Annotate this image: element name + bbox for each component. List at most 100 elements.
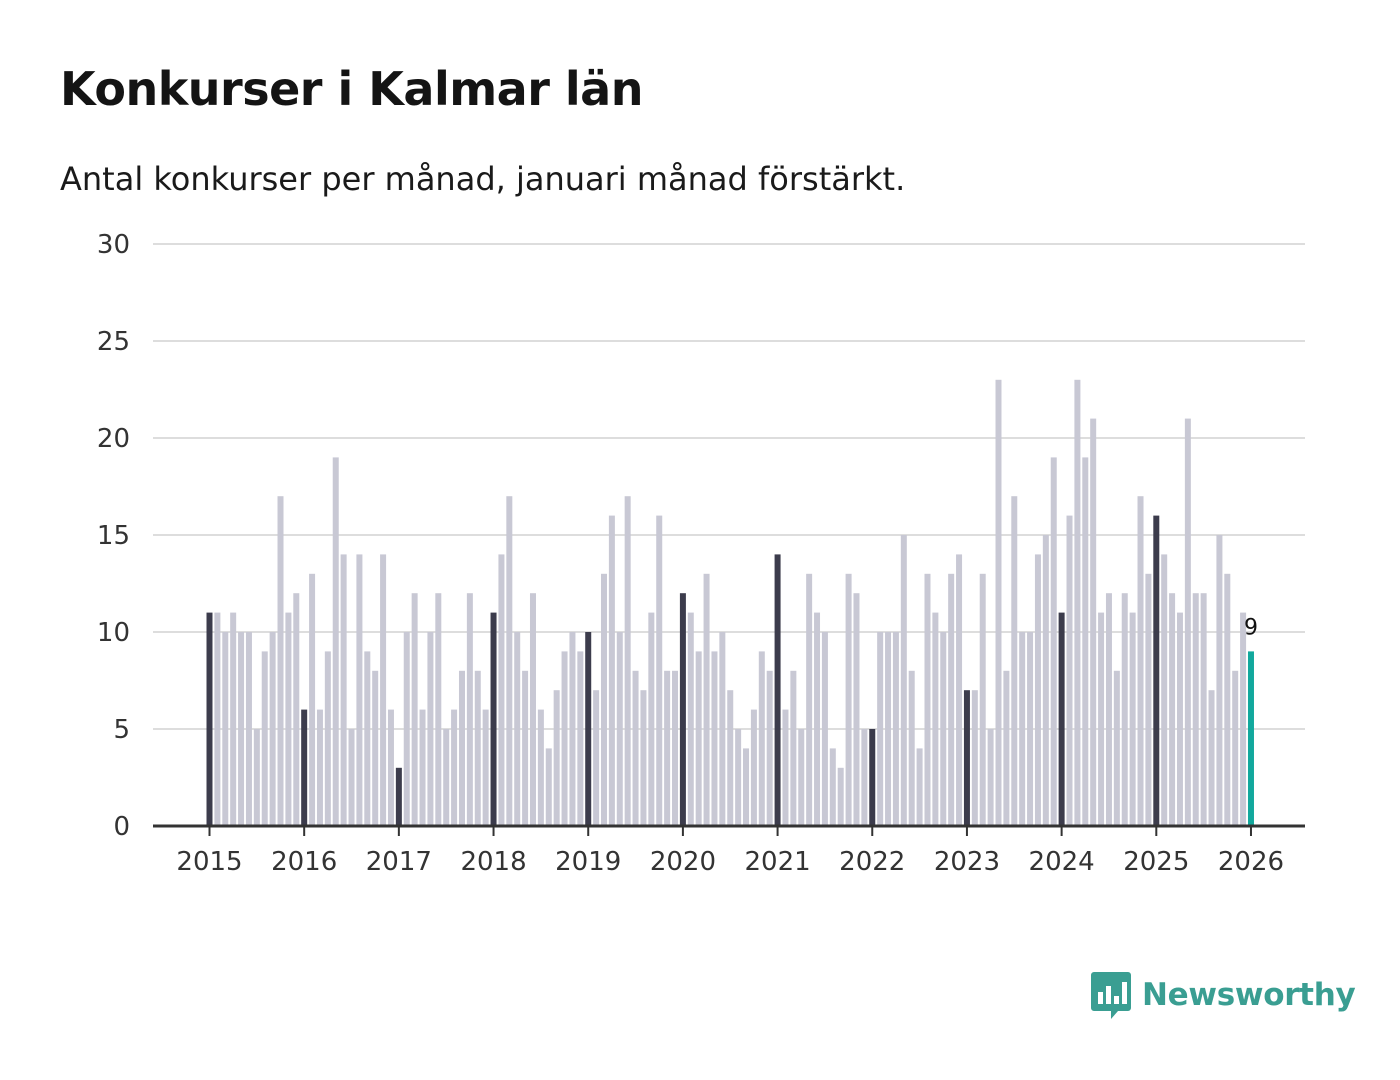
bar	[253, 729, 260, 826]
bar	[648, 612, 655, 826]
newsworthy-logo-icon	[1091, 972, 1131, 1019]
bar	[1082, 457, 1089, 826]
bar	[837, 767, 844, 826]
bar	[821, 632, 828, 826]
newsworthy-logo[interactable]: Newsworthy	[1090, 970, 1356, 1020]
bar	[640, 690, 647, 826]
bar	[932, 612, 939, 826]
bar	[695, 651, 702, 826]
bar	[750, 709, 757, 826]
bar-january	[869, 729, 876, 826]
bar	[514, 632, 521, 826]
bars	[206, 379, 1254, 826]
x-tick-label: 2022	[839, 847, 905, 877]
bar	[340, 554, 347, 826]
bar-january	[585, 632, 592, 826]
latest-value-label: 9	[1244, 615, 1258, 640]
bar	[814, 612, 821, 826]
bar	[356, 554, 363, 826]
bar	[632, 670, 639, 826]
bar	[1090, 418, 1097, 826]
x-tick-label: 2016	[271, 847, 337, 877]
x-tick-label: 2019	[555, 847, 621, 877]
bar	[277, 496, 284, 826]
bar-january	[1058, 612, 1065, 826]
bar	[829, 748, 836, 826]
bar	[687, 612, 694, 826]
bar	[506, 496, 513, 826]
x-tick-label: 2025	[1123, 847, 1189, 877]
bar	[498, 554, 505, 826]
bar	[845, 573, 852, 826]
bar	[1011, 496, 1018, 826]
bar	[703, 573, 710, 826]
x-tick-label: 2023	[934, 847, 1000, 877]
bar	[522, 670, 529, 826]
bar	[403, 632, 410, 826]
bar	[782, 709, 789, 826]
bar	[1066, 515, 1073, 826]
y-tick-label: 25	[97, 327, 130, 357]
bar	[1113, 670, 1120, 826]
bar	[222, 632, 229, 826]
bar	[892, 632, 899, 826]
bar	[916, 748, 923, 826]
bar	[758, 651, 765, 826]
bar	[1098, 612, 1105, 826]
bar	[1232, 670, 1239, 826]
bar	[1129, 612, 1136, 826]
bar-latest	[1247, 651, 1254, 826]
bar	[348, 729, 355, 826]
bar	[387, 709, 394, 826]
bar	[1034, 554, 1041, 826]
y-tick-label: 15	[97, 521, 130, 551]
bar	[1240, 612, 1247, 826]
bar	[940, 632, 947, 826]
bar	[1019, 632, 1026, 826]
bar	[561, 651, 568, 826]
bar	[324, 651, 331, 826]
bar	[624, 496, 631, 826]
bar	[577, 651, 584, 826]
bar	[608, 515, 615, 826]
bar	[1184, 418, 1191, 826]
bar-january	[206, 612, 213, 826]
bar	[885, 632, 892, 826]
bar	[238, 632, 245, 826]
bar-january	[963, 690, 970, 826]
bar	[261, 651, 268, 826]
bar	[987, 729, 994, 826]
bar	[908, 670, 915, 826]
bar	[316, 709, 323, 826]
bar	[537, 709, 544, 826]
bar	[1224, 573, 1231, 826]
bar	[245, 632, 252, 826]
bar	[545, 748, 552, 826]
bar	[411, 593, 418, 826]
bar	[995, 379, 1002, 826]
bar	[214, 612, 221, 826]
bar	[956, 554, 963, 826]
bar	[601, 573, 607, 826]
bar	[766, 670, 773, 826]
y-tick-label: 10	[97, 618, 130, 648]
x-tick-label: 2024	[1029, 847, 1095, 877]
bar	[372, 670, 379, 826]
x-tick-label: 2026	[1218, 847, 1284, 877]
bar	[427, 632, 434, 826]
y-tick-label: 5	[113, 715, 130, 745]
bar	[1169, 593, 1176, 826]
bar	[332, 457, 339, 826]
x-tick-label: 2020	[650, 847, 716, 877]
bar	[1003, 670, 1010, 826]
bar	[435, 593, 442, 826]
bar	[285, 612, 292, 826]
y-axis-ticks: 0 5 10 15 20 25 30	[97, 230, 130, 842]
bar	[1105, 593, 1112, 826]
x-tick-label: 2017	[366, 847, 432, 877]
bar	[1208, 690, 1215, 826]
bar	[1027, 632, 1034, 826]
bar-january	[395, 767, 402, 826]
bar	[924, 573, 931, 826]
